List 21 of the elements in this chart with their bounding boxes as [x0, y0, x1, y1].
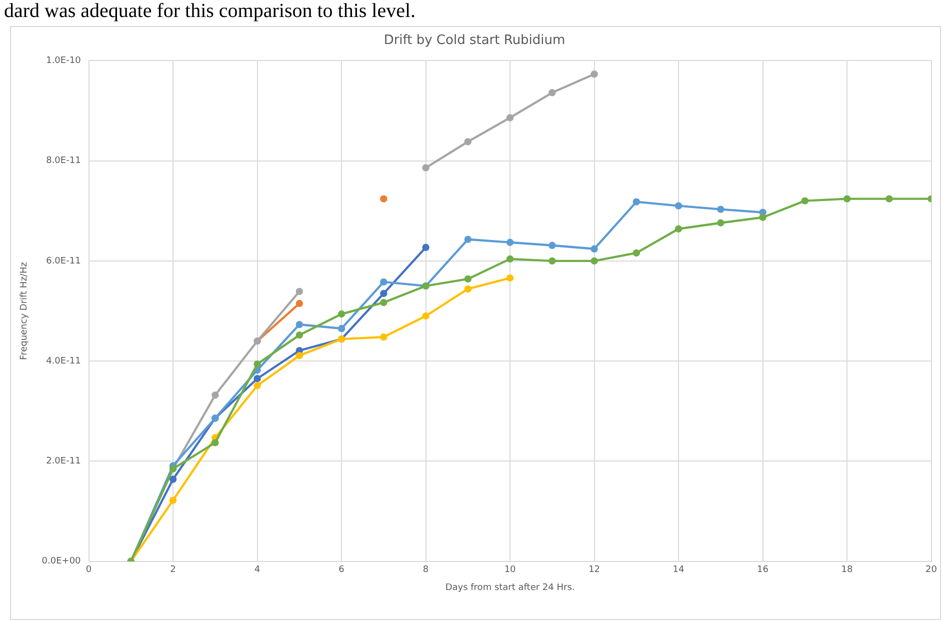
x-tick-label: 18 — [841, 565, 854, 576]
y-tick-label: 4.0E-11 — [46, 356, 81, 366]
x-tick-label: 6 — [338, 565, 345, 576]
y-tick-label: 2.0E-11 — [46, 456, 81, 467]
x-tick-label: 20 — [926, 565, 938, 576]
x-tick-label: 2 — [170, 565, 176, 576]
y-tick-label: 0.0E+00 — [42, 556, 82, 567]
x-axis-title: Days from start after 24 Hrs. — [445, 582, 575, 593]
x-tick-label: 8 — [422, 565, 429, 576]
x-tick-label: 14 — [672, 565, 685, 576]
x-tick-label: 12 — [588, 565, 600, 576]
x-tick-label: 10 — [504, 565, 516, 576]
x-tick-label: 16 — [757, 565, 769, 576]
y-tick-label: 1.0E-10 — [46, 56, 82, 66]
y-axis-title: Frequency Drift Hz/Hz — [20, 262, 30, 360]
text: dard was adequate for this comparison to this level. — [4, 0, 416, 23]
x-tick-label: 4 — [254, 565, 260, 576]
x-tick-label: 0 — [86, 565, 92, 576]
y-tick-label: 8.0E-11 — [46, 156, 81, 166]
y-tick-label: 6.0E-11 — [46, 256, 81, 266]
chart-title: Drift by Cold start Rubidium — [384, 33, 566, 48]
